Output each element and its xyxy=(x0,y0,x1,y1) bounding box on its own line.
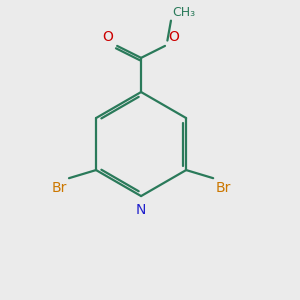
Text: CH₃: CH₃ xyxy=(172,6,196,19)
Text: N: N xyxy=(136,203,146,218)
Text: O: O xyxy=(169,30,179,44)
Text: O: O xyxy=(103,30,114,44)
Text: Br: Br xyxy=(51,181,67,195)
Text: Br: Br xyxy=(216,181,231,195)
